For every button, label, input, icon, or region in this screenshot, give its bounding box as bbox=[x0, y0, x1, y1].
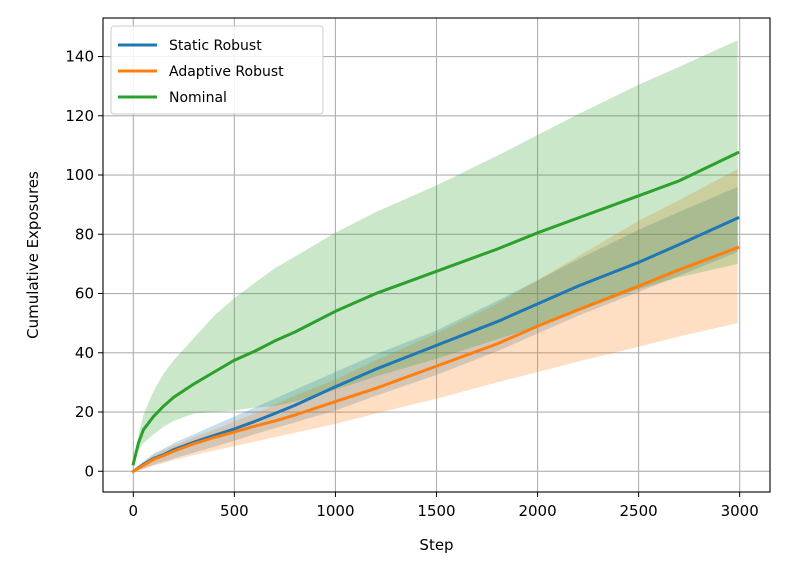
y-axis-label: Cumulative Exposures bbox=[24, 171, 42, 339]
y-tick-label: 0 bbox=[84, 462, 94, 480]
legend: Static Robust Adaptive Robust Nominal bbox=[110, 25, 324, 115]
x-tick-label: 0 bbox=[129, 502, 139, 520]
y-tick-label: 20 bbox=[75, 403, 94, 421]
y-tick-label: 100 bbox=[65, 166, 94, 184]
x-tick-label: 2500 bbox=[620, 502, 658, 520]
x-tick-label: 500 bbox=[220, 502, 249, 520]
x-tick-label: 2000 bbox=[518, 502, 556, 520]
y-tick-label: 140 bbox=[65, 48, 94, 66]
y-tick-label: 40 bbox=[75, 344, 94, 362]
x-tick-label: 3000 bbox=[721, 502, 759, 520]
legend-label: Adaptive Robust bbox=[169, 64, 284, 80]
y-tick-label: 80 bbox=[75, 225, 94, 243]
band-nominal bbox=[133, 40, 738, 464]
x-tick-label: 1000 bbox=[316, 502, 354, 520]
legend-label: Nominal bbox=[169, 90, 227, 106]
legend-label: Static Robust bbox=[169, 38, 262, 54]
y-tick-label: 120 bbox=[65, 107, 94, 125]
series-line-nominal bbox=[131, 150, 740, 466]
axis-ticks: 0 500 1000 1500 2000 2500 3000 0 20 40 60 80 100 120 1… bbox=[65, 48, 758, 520]
series-lines bbox=[131, 150, 740, 474]
legend-box bbox=[110, 25, 324, 115]
band-static-robust bbox=[133, 186, 738, 472]
series-line-adaptive-robust bbox=[131, 245, 740, 474]
x-tick-label: 1500 bbox=[417, 502, 455, 520]
x-axis-label: Step bbox=[419, 536, 453, 554]
grid-lines bbox=[103, 18, 770, 492]
y-tick-label: 60 bbox=[75, 285, 94, 303]
